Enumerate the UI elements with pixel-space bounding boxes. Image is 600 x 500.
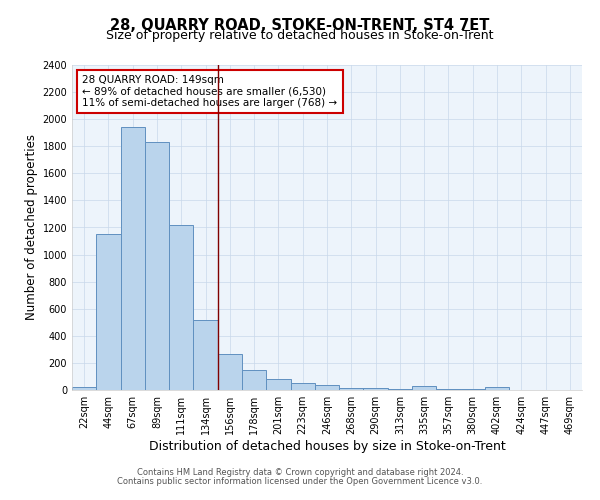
Bar bbox=[364, 388, 388, 390]
Bar bbox=[169, 226, 193, 390]
Bar bbox=[193, 320, 218, 390]
Text: 28, QUARRY ROAD, STOKE-ON-TRENT, ST4 7ET: 28, QUARRY ROAD, STOKE-ON-TRENT, ST4 7ET bbox=[110, 18, 490, 32]
X-axis label: Distribution of detached houses by size in Stoke-on-Trent: Distribution of detached houses by size … bbox=[149, 440, 505, 453]
Bar bbox=[145, 142, 169, 390]
Text: Contains public sector information licensed under the Open Government Licence v3: Contains public sector information licen… bbox=[118, 478, 482, 486]
Y-axis label: Number of detached properties: Number of detached properties bbox=[25, 134, 38, 320]
Text: Contains HM Land Registry data © Crown copyright and database right 2024.: Contains HM Land Registry data © Crown c… bbox=[137, 468, 463, 477]
Bar bbox=[290, 383, 315, 390]
Bar bbox=[412, 386, 436, 390]
Bar bbox=[315, 384, 339, 390]
Bar bbox=[485, 388, 509, 390]
Bar bbox=[96, 234, 121, 390]
Bar bbox=[218, 354, 242, 390]
Text: 28 QUARRY ROAD: 149sqm
← 89% of detached houses are smaller (6,530)
11% of semi-: 28 QUARRY ROAD: 149sqm ← 89% of detached… bbox=[82, 74, 337, 108]
Bar bbox=[72, 386, 96, 390]
Bar bbox=[242, 370, 266, 390]
Text: Size of property relative to detached houses in Stoke-on-Trent: Size of property relative to detached ho… bbox=[106, 29, 494, 42]
Bar bbox=[266, 379, 290, 390]
Bar bbox=[339, 388, 364, 390]
Bar bbox=[121, 128, 145, 390]
